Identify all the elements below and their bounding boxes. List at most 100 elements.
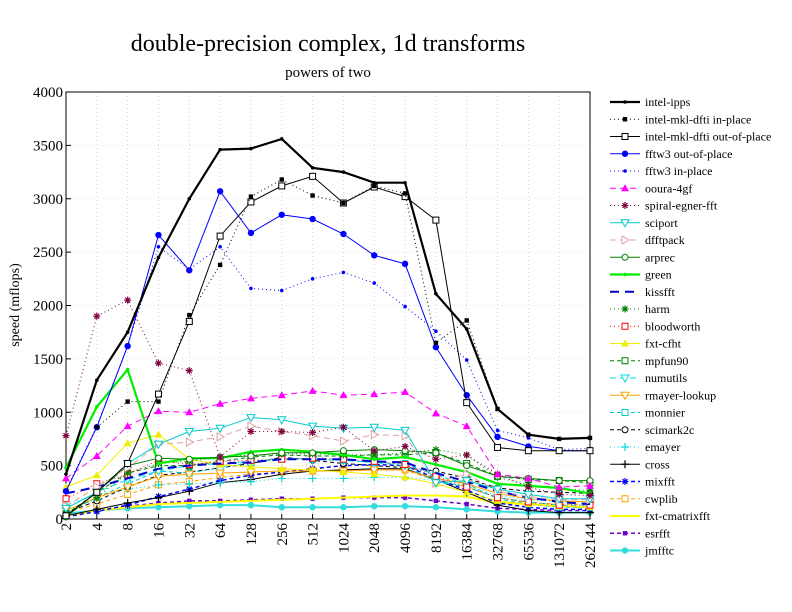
data-point-spiral-egner-fft bbox=[216, 453, 224, 461]
legend-label-monnier: monnier bbox=[645, 406, 685, 420]
legend-entry-rmayer-lookup: rmayer-lookup bbox=[610, 388, 716, 402]
data-point-dfftpack bbox=[216, 431, 226, 442]
data-point-jmfftc bbox=[155, 504, 162, 511]
data-point-intel-mkl-dfti-in-place bbox=[433, 340, 439, 346]
x-tick-label: 16384 bbox=[460, 523, 476, 561]
data-point-ooura-4gf bbox=[370, 390, 379, 398]
data-point-emayer bbox=[246, 477, 255, 486]
x-tick-label: 4096 bbox=[398, 523, 414, 554]
series-dfftpack bbox=[62, 421, 596, 512]
series-line-fftw3-out-of-place bbox=[65, 190, 590, 492]
legend-marker-intel-mkl-dfti-in-place bbox=[622, 117, 628, 122]
data-point-intel-mkl-dfti-out-of-place bbox=[494, 443, 502, 451]
data-point-fxt-cfht bbox=[154, 430, 163, 438]
data-point-arprec bbox=[185, 455, 193, 463]
y-tick-label: 4000 bbox=[33, 85, 63, 101]
data-point-ooura-4gf bbox=[246, 394, 255, 402]
legend-marker-emayer bbox=[621, 443, 629, 451]
data-point-intel-mkl-dfti-in-place bbox=[341, 200, 346, 206]
data-point-bloodworth bbox=[62, 495, 70, 503]
data-point-intel-mkl-dfti-in-place bbox=[94, 424, 100, 430]
data-point-ooura-4gf bbox=[431, 409, 440, 417]
legend-label-fxt-cfht: fxt-cfht bbox=[645, 337, 682, 351]
data-point-harm bbox=[586, 486, 594, 494]
legend-entry-intel-mkl-dfti-out-of-place: intel-mkl-dfti out-of-place bbox=[610, 130, 771, 144]
data-point-intel-mkl-dfti-out-of-place bbox=[524, 447, 532, 455]
legend-label-bloodworth: bloodworth bbox=[645, 319, 700, 333]
data-point-intel-mkl-dfti-in-place bbox=[125, 399, 130, 404]
data-point-green bbox=[434, 462, 438, 467]
series-line-scimark2c bbox=[65, 456, 591, 514]
data-point-intel-ipps bbox=[187, 196, 192, 201]
x-tick-label: 8192 bbox=[429, 523, 445, 553]
x-tick-label: 1024 bbox=[336, 523, 352, 554]
data-point-ooura-4gf bbox=[493, 470, 502, 478]
data-point-rmayer-lookup bbox=[215, 469, 225, 479]
data-point-intel-mkl-dfti-in-place bbox=[156, 399, 161, 404]
data-point-ooura-4gf bbox=[277, 391, 286, 399]
x-tick-label: 256 bbox=[275, 523, 291, 546]
data-point-spiral-egner-fft bbox=[93, 312, 101, 320]
data-point-fftw3-in-place bbox=[249, 286, 253, 291]
legend-entry-spiral-egner-fft: spiral-egner-fft bbox=[610, 199, 718, 213]
data-point-fxt-cfht bbox=[462, 488, 471, 496]
legend-marker-mpfun90 bbox=[621, 357, 629, 365]
data-point-cross bbox=[524, 506, 533, 515]
data-point-intel-mkl-dfti-out-of-place bbox=[309, 172, 317, 180]
data-point-spiral-egner-fft bbox=[370, 447, 378, 455]
legend-marker-monnier bbox=[621, 409, 629, 416]
data-point-esrfft bbox=[217, 498, 223, 504]
data-point-intel-ipps bbox=[588, 436, 592, 440]
data-point-sciport bbox=[307, 422, 318, 432]
legend-label-spiral-egner-fft: spiral-egner-fft bbox=[645, 199, 718, 213]
data-point-intel-mkl-dfti-in-place bbox=[279, 177, 284, 182]
legend-marker-spiral-egner-fft bbox=[621, 202, 629, 209]
series-layer bbox=[61, 137, 596, 521]
data-point-emayer bbox=[185, 479, 194, 488]
data-point-intel-mkl-dfti-out-of-place bbox=[62, 512, 70, 520]
data-point-jmfftc bbox=[309, 504, 316, 511]
data-point-green bbox=[125, 367, 130, 372]
data-point-fftw3-in-place bbox=[372, 281, 377, 285]
data-point-fftw3-in-place bbox=[279, 288, 284, 293]
data-point-esrfft bbox=[433, 498, 439, 504]
legend-marker-sciport bbox=[620, 219, 630, 228]
data-point-esrfft bbox=[187, 498, 192, 504]
data-point-jmfftc bbox=[247, 501, 255, 509]
data-point-dfftpack bbox=[339, 436, 349, 446]
data-point-arprec bbox=[309, 449, 317, 457]
legend-label-fftw3-in-place: fftw3 in-place bbox=[645, 164, 712, 178]
y-tick-label: 3000 bbox=[33, 192, 63, 208]
data-point-harm bbox=[124, 469, 132, 477]
legend-marker-jmfftc bbox=[621, 547, 629, 554]
legend-label-esrfft: esrfft bbox=[645, 526, 671, 540]
x-tick-label: 64 bbox=[213, 523, 229, 539]
data-point-intel-mkl-dfti-out-of-place bbox=[124, 459, 132, 467]
data-point-spiral-egner-fft bbox=[154, 359, 162, 367]
series-line-emayer bbox=[65, 476, 590, 505]
legend-entry-fxt-cfht: fxt-cfht bbox=[610, 337, 682, 351]
data-point-fxt-cfht bbox=[370, 470, 379, 478]
legend-marker-ooura-4gf bbox=[621, 184, 629, 192]
data-point-sciport bbox=[369, 423, 380, 433]
legend-label-sciport: sciport bbox=[645, 216, 678, 230]
data-point-rmayer-lookup bbox=[184, 470, 195, 480]
series-line-fftw3-in-place bbox=[65, 245, 591, 491]
legend-marker-arprec bbox=[621, 253, 629, 261]
legend-label-intel-ipps: intel-ipps bbox=[645, 95, 691, 109]
chart-subtitle: powers of two bbox=[285, 65, 371, 81]
data-point-sciport bbox=[246, 414, 256, 423]
x-tick-label: 262144 bbox=[583, 523, 599, 569]
data-point-intel-ipps bbox=[64, 472, 68, 476]
data-point-arprec bbox=[339, 447, 347, 455]
data-point-cross bbox=[185, 487, 194, 496]
data-point-ooura-4gf bbox=[401, 387, 410, 395]
series-line-spiral-egner-fft bbox=[65, 299, 591, 496]
legend-marker-harm bbox=[621, 305, 629, 313]
y-tick-label: 0 bbox=[56, 512, 64, 528]
data-point-fftw3-in-place bbox=[495, 428, 500, 433]
data-point-spiral-egner-fft bbox=[62, 432, 70, 440]
data-point-intel-ipps bbox=[495, 407, 500, 411]
legend-entry-dfftpack: dfftpack bbox=[610, 233, 685, 247]
data-point-intel-ipps bbox=[403, 180, 407, 185]
